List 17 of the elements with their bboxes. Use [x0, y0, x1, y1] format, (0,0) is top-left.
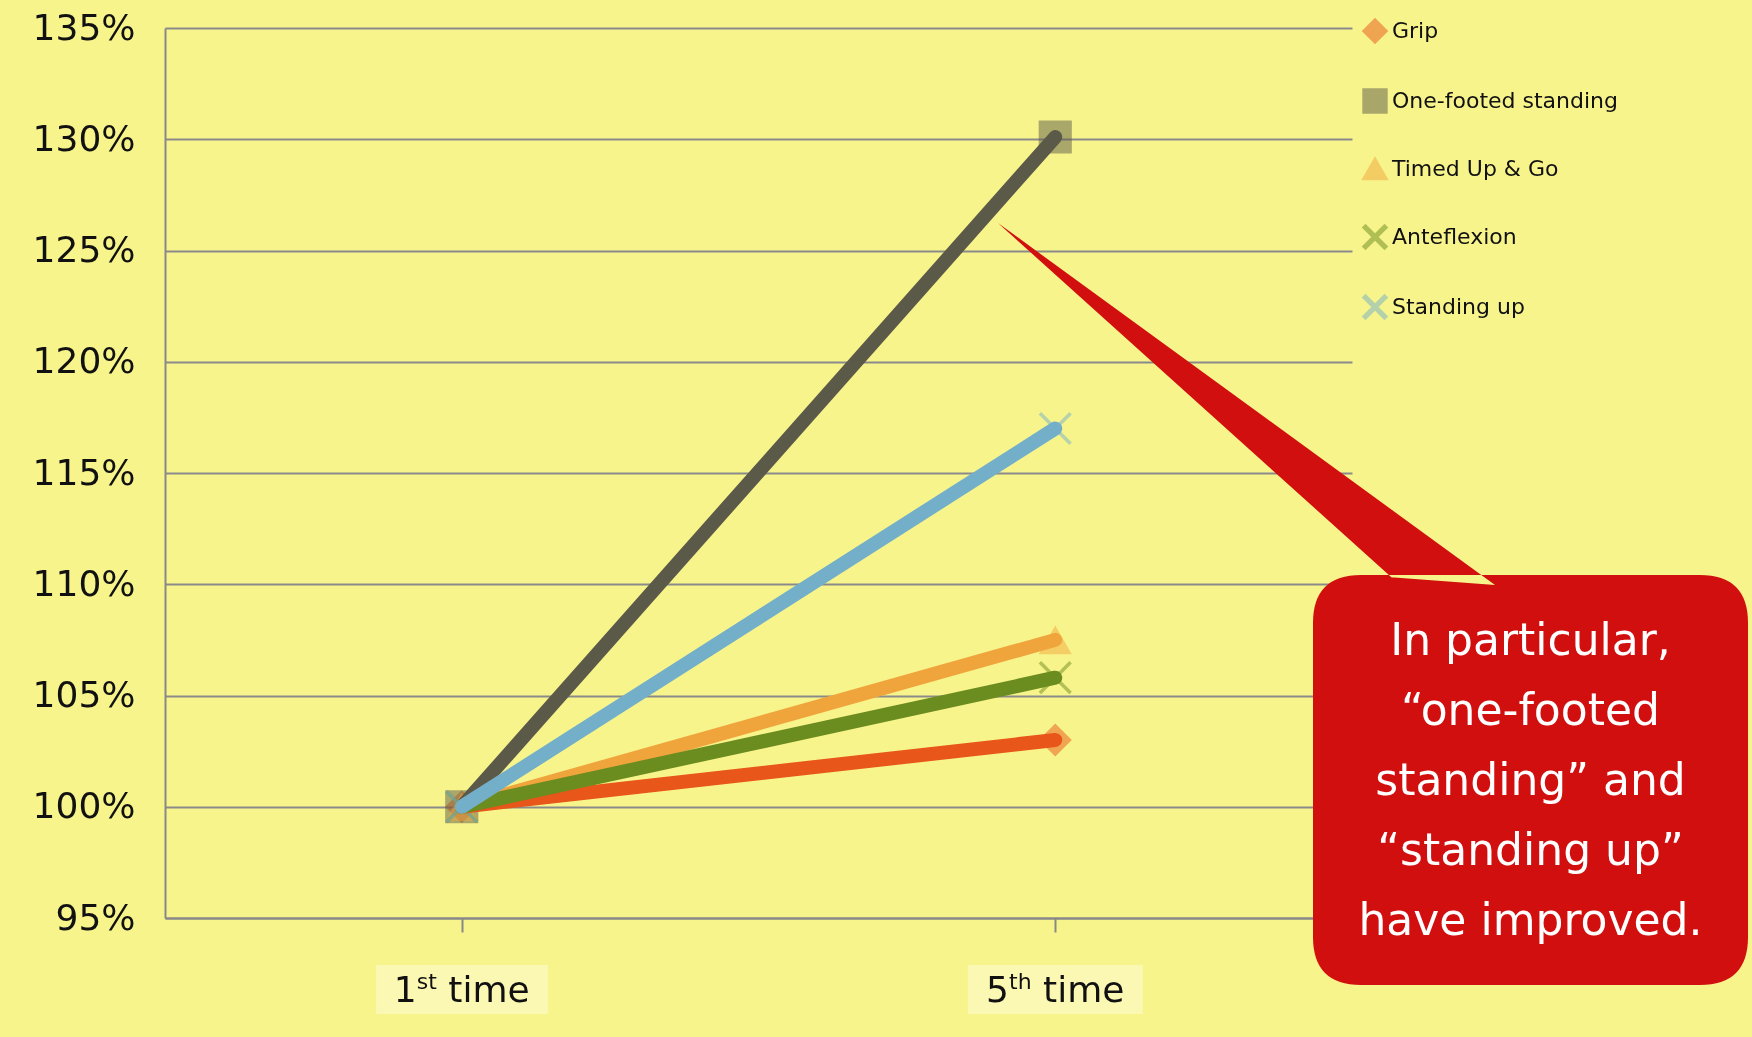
y-tick-label: 120%: [32, 340, 136, 382]
y-tick-label: 125%: [32, 229, 136, 270]
legend-label: Timed Up & Go: [1391, 156, 1559, 181]
y-tick-label: 105%: [32, 674, 136, 715]
y-tick-label: 130%: [32, 117, 136, 159]
legend-label: One-footed standing: [1392, 88, 1619, 113]
y-tick-label: 135%: [32, 6, 136, 48]
y-tick-label: 115%: [32, 451, 136, 493]
legend-label: Anteflexion: [1392, 224, 1517, 249]
legend-label: Grip: [1392, 18, 1439, 43]
legend-label: Standing up: [1392, 294, 1525, 319]
y-tick-label: 95%: [55, 896, 136, 938]
y-tick-label: 110%: [32, 562, 136, 604]
x-tick-label: 1$^{st}$ time: [375, 965, 548, 1014]
x-tick-label: 5$^{th}$ time: [968, 965, 1143, 1014]
text: In particular, “one-footed standing” and “standing up” have improved.: [1357, 613, 1704, 947]
y-tick-label: 100%: [32, 785, 136, 827]
